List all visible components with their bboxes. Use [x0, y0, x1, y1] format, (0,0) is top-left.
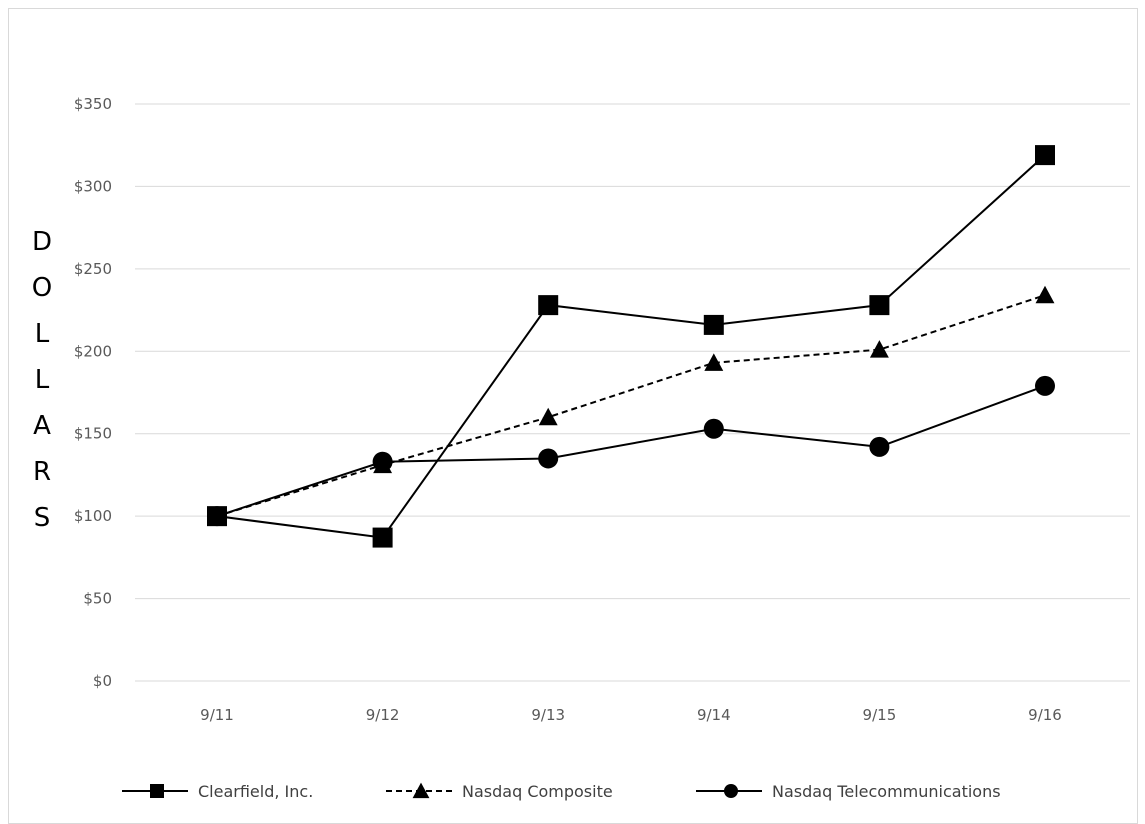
- chart-frame: [8, 8, 1138, 824]
- y-axis-label-letter: S: [34, 503, 51, 533]
- circle-marker: [372, 451, 393, 472]
- y-axis-label-letter: D: [32, 227, 52, 257]
- x-axis-ticks: 9/11 9/12 9/13 9/14 9/15 9/16: [200, 706, 1062, 724]
- y-axis-label-letter: R: [33, 457, 51, 487]
- y-axis-ticks: $0 $50 $100 $150 $200 $250 $300 $350: [74, 95, 112, 690]
- x-tick-label: 9/13: [531, 706, 565, 724]
- gridlines: [135, 103, 1130, 682]
- triangle-marker: [412, 782, 430, 799]
- y-axis-label-letter: L: [35, 319, 50, 349]
- triangle-marker: [869, 340, 889, 358]
- legend-label: Nasdaq Composite: [462, 782, 613, 801]
- y-axis-label-letter: A: [33, 411, 51, 441]
- y-axis-label-letter: O: [32, 273, 52, 303]
- y-tick-label: $150: [74, 425, 112, 443]
- series-circle: [207, 375, 1055, 527]
- square-marker: [372, 527, 393, 548]
- legend-item: Nasdaq Telecommunications: [696, 782, 1001, 801]
- y-tick-label: $50: [83, 590, 112, 608]
- series-line: [216, 384, 1046, 518]
- triangle-marker: [704, 353, 724, 371]
- x-tick-label: 9/16: [1028, 706, 1062, 724]
- y-tick-label: $350: [74, 95, 112, 113]
- y-tick-label: $0: [93, 672, 112, 690]
- series-triangle: [207, 285, 1055, 525]
- square-marker: [150, 784, 164, 798]
- square-marker: [703, 314, 724, 335]
- y-tick-label: $300: [74, 177, 112, 195]
- circle-marker: [1035, 375, 1055, 396]
- triangle-marker: [538, 407, 558, 426]
- y-tick-label: $100: [74, 507, 112, 525]
- circle-marker: [869, 436, 890, 457]
- legend-item: Nasdaq Composite: [386, 782, 613, 801]
- legend-label: Nasdaq Telecommunications: [772, 782, 1001, 801]
- series-line: [216, 294, 1046, 518]
- circle-marker: [724, 784, 738, 798]
- y-tick-label: $200: [74, 342, 112, 360]
- legend-item: Clearfield, Inc.: [122, 782, 313, 801]
- y-tick-label: $250: [74, 260, 112, 278]
- x-tick-label: 9/12: [366, 706, 400, 724]
- circle-marker: [703, 418, 724, 439]
- triangle-marker: [1035, 285, 1055, 304]
- series-line: [216, 154, 1046, 539]
- y-axis-label-letter: L: [35, 365, 50, 395]
- x-tick-label: 9/15: [863, 706, 897, 724]
- x-tick-label: 9/14: [697, 706, 731, 724]
- square-marker: [1035, 145, 1055, 166]
- square-marker: [538, 295, 559, 316]
- series: [207, 145, 1055, 548]
- series-square: [207, 145, 1055, 548]
- legend: Clearfield, Inc. Nasdaq Composite Nasdaq T…: [122, 782, 1001, 801]
- x-tick-label: 9/11: [200, 706, 234, 724]
- legend-label: Clearfield, Inc.: [198, 782, 313, 801]
- circle-marker: [538, 448, 559, 469]
- circle-marker: [207, 506, 227, 527]
- square-marker: [869, 295, 890, 316]
